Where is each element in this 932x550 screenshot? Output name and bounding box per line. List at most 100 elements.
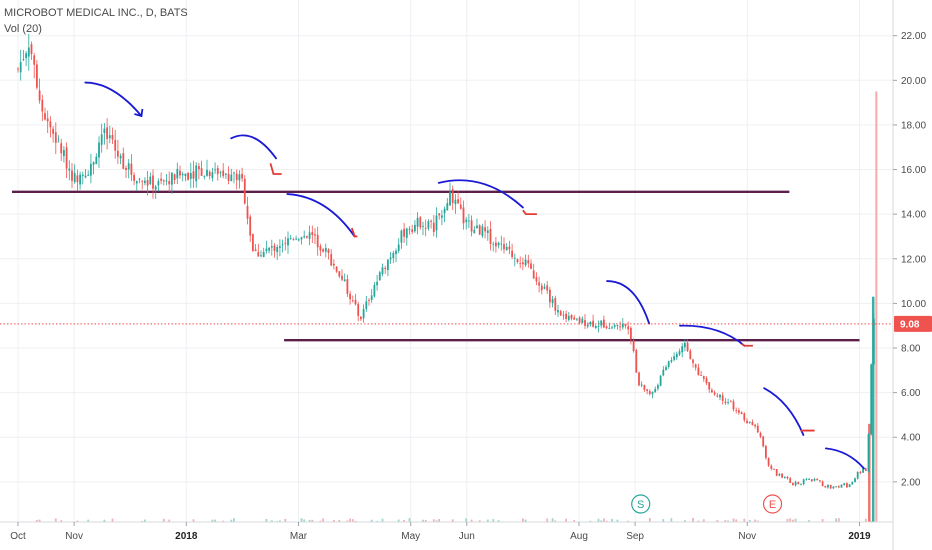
price-tick-label: 14.00 xyxy=(901,210,926,221)
candle-body xyxy=(300,237,303,240)
volume-bar xyxy=(735,519,738,522)
candle-body xyxy=(373,285,376,297)
volume-bar xyxy=(144,519,146,522)
volume-bar xyxy=(616,519,619,522)
volume-bar xyxy=(319,520,322,522)
candle-body xyxy=(684,342,686,348)
candle-body xyxy=(281,244,284,246)
candle-body xyxy=(821,481,824,487)
price-tick-label: 2.00 xyxy=(901,477,921,488)
volume-bar xyxy=(230,519,233,522)
candle-body xyxy=(748,421,751,423)
candle-body xyxy=(783,476,786,478)
candle-body xyxy=(538,282,540,286)
candle-body xyxy=(378,272,381,281)
candle-body xyxy=(673,356,675,360)
candle-body xyxy=(195,165,198,182)
red-tick-drawing xyxy=(741,343,753,347)
candle-body xyxy=(324,247,327,252)
price-tick-label: 22.00 xyxy=(901,31,926,42)
candle-body xyxy=(708,382,711,390)
candle-body xyxy=(729,401,732,403)
candle-body xyxy=(106,127,108,139)
candle-body xyxy=(419,217,422,228)
candle-body xyxy=(543,286,546,289)
candle-body xyxy=(338,271,341,277)
candle-body xyxy=(146,180,149,186)
volume-bar xyxy=(786,518,789,522)
candle-body xyxy=(500,243,503,245)
volume-bar xyxy=(870,520,873,522)
event-marker-circle xyxy=(631,494,651,514)
candle-body xyxy=(775,469,778,476)
last-price-tag-bg xyxy=(894,315,932,332)
volume-bar xyxy=(497,520,500,522)
candle-body xyxy=(249,216,252,236)
candle-body xyxy=(535,277,538,282)
candle-body xyxy=(638,372,640,386)
candle-body xyxy=(551,299,554,304)
candle-body xyxy=(573,317,576,320)
candle-body xyxy=(486,230,489,233)
candle-body xyxy=(397,244,400,251)
candle-body xyxy=(276,247,279,253)
candle-body xyxy=(108,135,111,139)
volume-bar xyxy=(60,520,63,522)
volume-bar xyxy=(692,518,694,522)
volume-bar xyxy=(470,519,473,522)
volume-indicator-label[interactable]: Vol (20) xyxy=(4,23,42,35)
candle-body xyxy=(732,401,735,410)
candle-body xyxy=(827,485,829,488)
candle-body xyxy=(738,410,740,413)
candle-body xyxy=(76,175,79,183)
candle-body xyxy=(589,321,592,325)
price-candles xyxy=(17,33,875,490)
time-tick-label: May xyxy=(401,531,420,542)
candle-body xyxy=(662,369,665,376)
event-marker-label: S xyxy=(637,499,644,511)
candle-body xyxy=(335,266,338,272)
candle-body xyxy=(824,486,827,488)
candle-body xyxy=(222,170,225,177)
candle-body xyxy=(632,340,635,352)
candle-body xyxy=(727,402,729,404)
candle-body xyxy=(254,249,257,252)
candle-body xyxy=(797,482,800,485)
candle-body xyxy=(643,385,646,390)
candle-body xyxy=(513,257,516,259)
volume-bar xyxy=(168,519,171,522)
candle-body xyxy=(360,316,362,320)
price-axis[interactable]: 2.00 4.00 6.00 8.00 10.00 12.00 14.00 16.00 18.0… xyxy=(892,0,926,550)
candle-body xyxy=(435,215,438,231)
volume-bar xyxy=(338,519,341,522)
candle-body xyxy=(95,156,98,164)
candle-body xyxy=(451,189,454,203)
red-tick-drawing xyxy=(350,227,358,238)
candle-body xyxy=(403,228,405,237)
volume-bar xyxy=(821,519,824,522)
trend-arc-drawing xyxy=(679,324,746,347)
volume-bar xyxy=(565,518,567,522)
candle-body xyxy=(549,289,551,303)
candle-body xyxy=(330,254,333,266)
volume-bar xyxy=(403,519,405,522)
candle-body xyxy=(446,203,449,211)
candle-body xyxy=(562,314,565,316)
time-axis[interactable]: Oct Nov 2018 Mar May Jun Aug Sep Nov 2019 xyxy=(0,521,893,542)
candle-body xyxy=(73,172,76,183)
candle-body xyxy=(306,236,308,238)
candle-body xyxy=(576,318,578,320)
volume-bar xyxy=(322,518,324,522)
volume-bar xyxy=(524,519,527,522)
candle-body xyxy=(578,317,581,323)
price-tick-label: 10.00 xyxy=(901,299,926,310)
volume-bar xyxy=(670,518,673,522)
volume-bar xyxy=(716,519,719,522)
candle-body xyxy=(805,478,808,480)
symbol-title[interactable]: MICROBOT MEDICAL INC., D, BATS xyxy=(4,7,188,19)
candle-body xyxy=(794,481,797,486)
volume-bar xyxy=(87,519,90,522)
candle-body xyxy=(168,181,171,185)
candle-body xyxy=(713,392,716,395)
